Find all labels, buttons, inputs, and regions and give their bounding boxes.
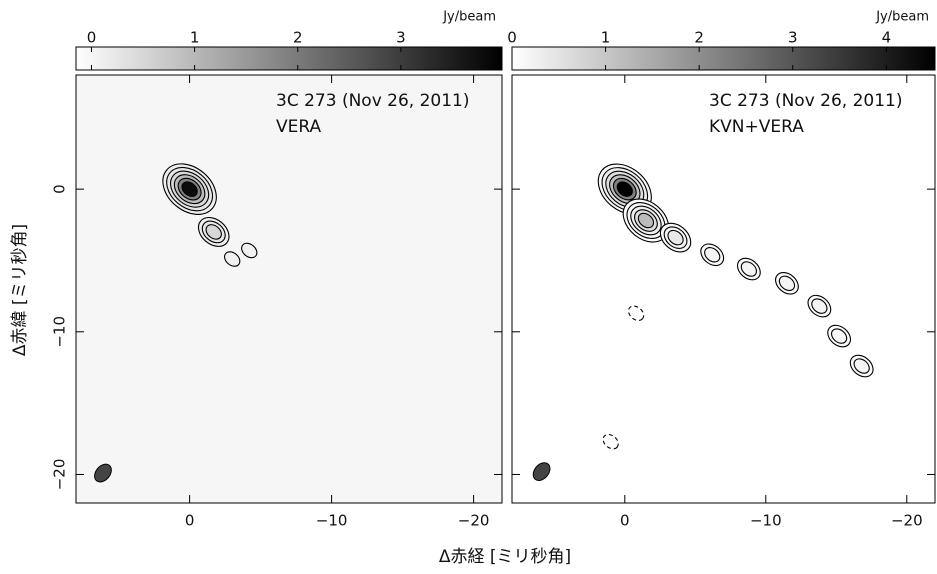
colorbar-tick-label: 3 xyxy=(788,29,798,47)
panel-title: 3C 273 (Nov 26, 2011) xyxy=(709,91,903,111)
colorbar-label: Jy/beam xyxy=(442,10,496,25)
x-tick-label: −20 xyxy=(458,512,490,530)
colorbar-tick-label: 1 xyxy=(601,29,611,47)
contour xyxy=(637,212,655,229)
contour xyxy=(830,328,848,344)
colorbar xyxy=(511,46,936,71)
panel-title: 3C 273 (Nov 26, 2011) xyxy=(276,91,470,111)
plot-frame xyxy=(511,74,936,504)
contour xyxy=(778,275,796,292)
component xyxy=(162,163,217,215)
contour xyxy=(667,229,684,246)
contour xyxy=(616,181,633,197)
component xyxy=(627,305,645,321)
contour xyxy=(602,433,619,450)
component xyxy=(736,257,761,281)
map-background xyxy=(76,75,502,503)
map-background xyxy=(512,75,935,503)
colorbar-label: Jy/beam xyxy=(875,10,929,25)
colorbar-tick-label: 0 xyxy=(507,29,517,47)
contour xyxy=(740,261,758,277)
y-tick-label: −10 xyxy=(51,316,69,348)
y-tick-label: −20 xyxy=(51,459,69,491)
contour xyxy=(853,358,870,374)
contour xyxy=(205,224,222,240)
colorbar-tick-label: 0 xyxy=(87,29,97,47)
component xyxy=(775,271,799,295)
contour xyxy=(627,305,645,321)
colorbar-tick-label: 2 xyxy=(293,29,303,47)
component xyxy=(700,243,725,267)
beam xyxy=(532,462,551,481)
map xyxy=(94,163,258,483)
component xyxy=(602,433,619,450)
contour xyxy=(704,247,721,263)
x-tick-label: 0 xyxy=(185,512,195,530)
contour xyxy=(224,251,241,267)
y-axis-label: Δ赤緯 [ミリ秒角] xyxy=(10,224,30,356)
x-tick-label: 0 xyxy=(620,512,630,530)
component xyxy=(659,222,692,253)
component xyxy=(849,354,874,378)
colorbar-tick-label: 4 xyxy=(882,29,892,47)
colorbar-tick-label: 2 xyxy=(694,29,704,47)
colorbar xyxy=(75,46,503,71)
x-axis-label: Δ赤経 [ミリ秒角] xyxy=(439,547,571,567)
component xyxy=(241,242,258,259)
plot-frame xyxy=(75,74,503,504)
y-tick-label: 0 xyxy=(51,184,69,194)
panel-subtitle: VERA xyxy=(276,117,321,137)
x-tick-label: −10 xyxy=(750,512,782,530)
colorbar-tick-label: 3 xyxy=(396,29,406,47)
component xyxy=(224,251,241,267)
map xyxy=(532,163,874,481)
beam xyxy=(94,463,112,483)
component xyxy=(827,324,852,348)
panel-subtitle: KVN+VERA xyxy=(709,117,804,137)
contour xyxy=(241,242,258,259)
contour xyxy=(811,298,828,314)
component xyxy=(197,216,230,247)
contour xyxy=(181,181,198,197)
colorbar-tick-label: 1 xyxy=(190,29,200,47)
component xyxy=(807,294,832,318)
x-tick-label: −20 xyxy=(891,512,923,530)
x-tick-label: −10 xyxy=(316,512,348,530)
